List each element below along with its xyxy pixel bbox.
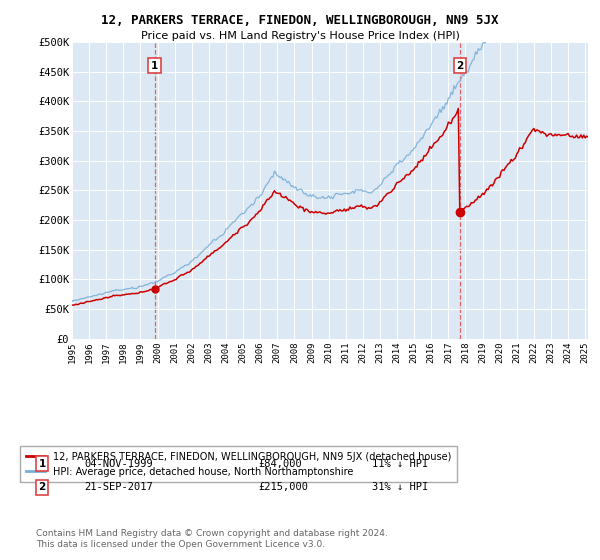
Text: 21-SEP-2017: 21-SEP-2017 (84, 482, 153, 492)
Text: 31% ↓ HPI: 31% ↓ HPI (372, 482, 428, 492)
Text: Price paid vs. HM Land Registry's House Price Index (HPI): Price paid vs. HM Land Registry's House … (140, 31, 460, 41)
Text: 12, PARKERS TERRACE, FINEDON, WELLINGBOROUGH, NN9 5JX: 12, PARKERS TERRACE, FINEDON, WELLINGBOR… (101, 14, 499, 27)
Text: 04-NOV-1999: 04-NOV-1999 (84, 459, 153, 469)
Text: 11% ↓ HPI: 11% ↓ HPI (372, 459, 428, 469)
Text: 1: 1 (38, 459, 46, 469)
Text: 2: 2 (38, 482, 46, 492)
Text: 2: 2 (456, 60, 463, 71)
Text: £215,000: £215,000 (258, 482, 308, 492)
Text: 1: 1 (151, 60, 158, 71)
Text: Contains HM Land Registry data © Crown copyright and database right 2024.
This d: Contains HM Land Registry data © Crown c… (36, 529, 388, 549)
Text: £84,000: £84,000 (258, 459, 302, 469)
Legend: 12, PARKERS TERRACE, FINEDON, WELLINGBOROUGH, NN9 5JX (detached house), HPI: Ave: 12, PARKERS TERRACE, FINEDON, WELLINGBOR… (20, 446, 457, 482)
